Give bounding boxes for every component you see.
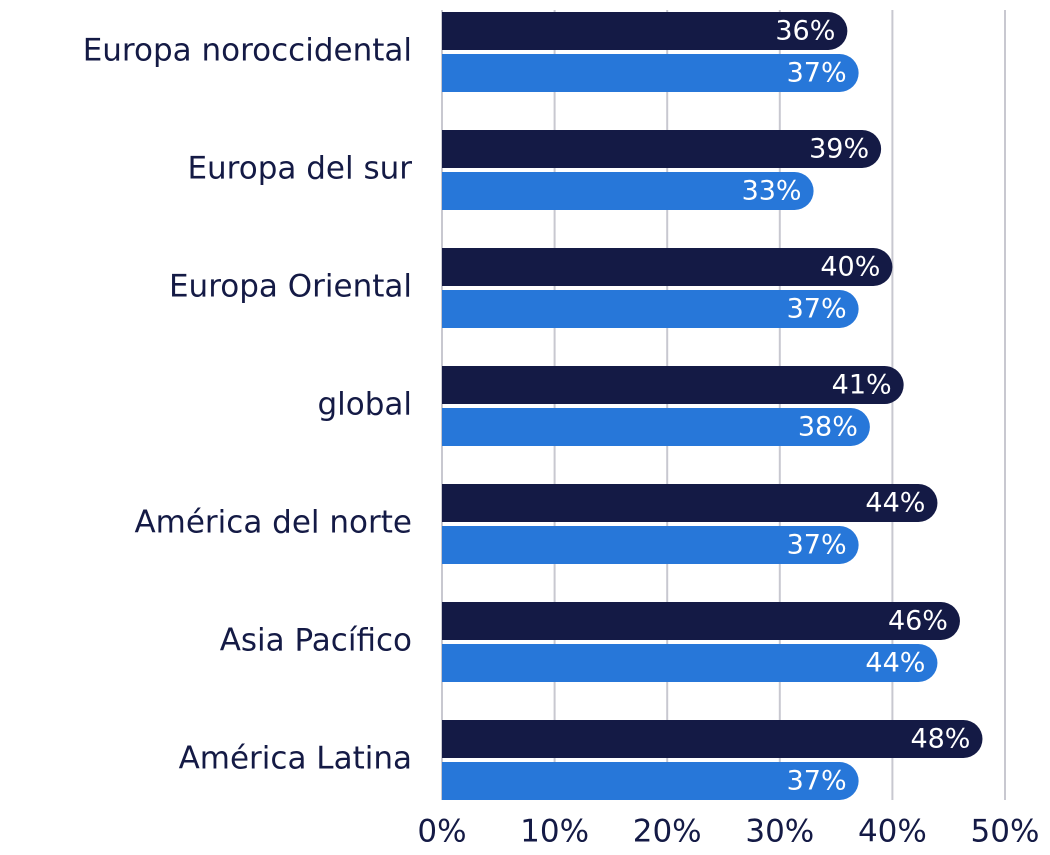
value-label: 48% [910,724,970,755]
bar [442,248,893,286]
bar [442,130,882,168]
value-label: 39% [809,134,869,165]
category-label: América Latina [179,741,412,777]
bar [442,12,848,50]
category-label: Europa Oriental [169,269,412,305]
value-label: 36% [775,16,835,47]
bar [442,526,859,564]
bar [442,172,814,210]
x-tick-label: 30% [745,814,814,850]
bar [442,602,960,640]
value-label: 37% [787,294,847,325]
category-label: Europa noroccidental [83,33,412,69]
category-label: Asia Pacífico [220,623,412,659]
value-label: 37% [787,58,847,89]
bar [442,484,938,522]
value-label: 33% [742,176,802,207]
value-label: 38% [798,412,858,443]
bar [442,644,938,682]
category-label: América del norte [134,505,412,541]
bar [442,366,904,404]
value-label: 40% [820,252,880,283]
bar [442,290,859,328]
bar [442,762,859,800]
bar [442,54,859,92]
bar [442,720,983,758]
category-label: global [317,387,412,423]
category-label: Europa del sur [187,151,412,187]
x-tick-label: 0% [417,814,466,850]
value-label: 37% [787,766,847,797]
x-tick-label: 40% [858,814,927,850]
value-label: 41% [832,370,892,401]
bar [442,408,870,446]
x-tick-label: 50% [971,814,1040,850]
value-label: 37% [787,530,847,561]
value-label: 44% [865,488,925,519]
x-tick-label: 20% [633,814,702,850]
value-label: 46% [888,606,948,637]
value-label: 44% [865,648,925,679]
x-tick-label: 10% [520,814,589,850]
